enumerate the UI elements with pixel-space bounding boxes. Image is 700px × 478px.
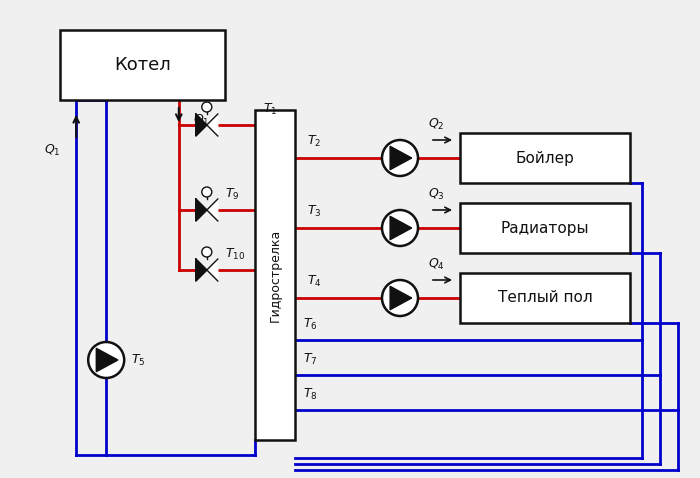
Text: Теплый пол: Теплый пол xyxy=(498,291,592,305)
Text: $T_9$: $T_9$ xyxy=(225,187,239,202)
Text: $Q_2$: $Q_2$ xyxy=(428,117,444,132)
Polygon shape xyxy=(390,286,412,310)
Circle shape xyxy=(202,102,212,112)
Text: $T_{10}$: $T_{10}$ xyxy=(225,247,245,262)
Bar xyxy=(460,273,630,323)
Bar xyxy=(255,110,295,440)
Text: $T_2$: $T_2$ xyxy=(307,134,321,149)
Text: $T_5$: $T_5$ xyxy=(131,352,146,368)
Text: $T_3$: $T_3$ xyxy=(307,204,321,219)
Text: Гидрострелка: Гидрострелка xyxy=(269,228,281,322)
Text: $T_1$: $T_1$ xyxy=(263,102,277,117)
Polygon shape xyxy=(206,259,218,281)
Bar xyxy=(60,30,225,100)
Circle shape xyxy=(202,247,212,257)
Polygon shape xyxy=(206,199,218,221)
Polygon shape xyxy=(390,217,412,239)
Circle shape xyxy=(382,210,418,246)
Circle shape xyxy=(382,280,418,316)
Polygon shape xyxy=(390,146,412,170)
Circle shape xyxy=(202,187,212,197)
Text: $T_4$: $T_4$ xyxy=(307,274,321,289)
Polygon shape xyxy=(196,259,206,281)
Polygon shape xyxy=(97,348,118,372)
Polygon shape xyxy=(206,114,218,136)
Bar xyxy=(460,203,630,253)
Text: Радиаторы: Радиаторы xyxy=(500,220,589,236)
Text: $Q_1$: $Q_1$ xyxy=(43,142,60,158)
Polygon shape xyxy=(196,114,206,136)
Text: $T_8$: $T_8$ xyxy=(303,387,318,402)
Text: $Q_3$: $Q_3$ xyxy=(428,187,444,202)
Text: $T_6$: $T_6$ xyxy=(303,317,318,332)
Polygon shape xyxy=(196,199,206,221)
Text: $T_7$: $T_7$ xyxy=(303,352,318,367)
Text: $Q_1$: $Q_1$ xyxy=(193,112,209,128)
Circle shape xyxy=(88,342,124,378)
Circle shape xyxy=(382,140,418,176)
Bar xyxy=(460,133,630,183)
Text: Бойлер: Бойлер xyxy=(516,151,575,165)
Text: Котел: Котел xyxy=(114,56,171,74)
Text: $Q_4$: $Q_4$ xyxy=(428,257,444,272)
